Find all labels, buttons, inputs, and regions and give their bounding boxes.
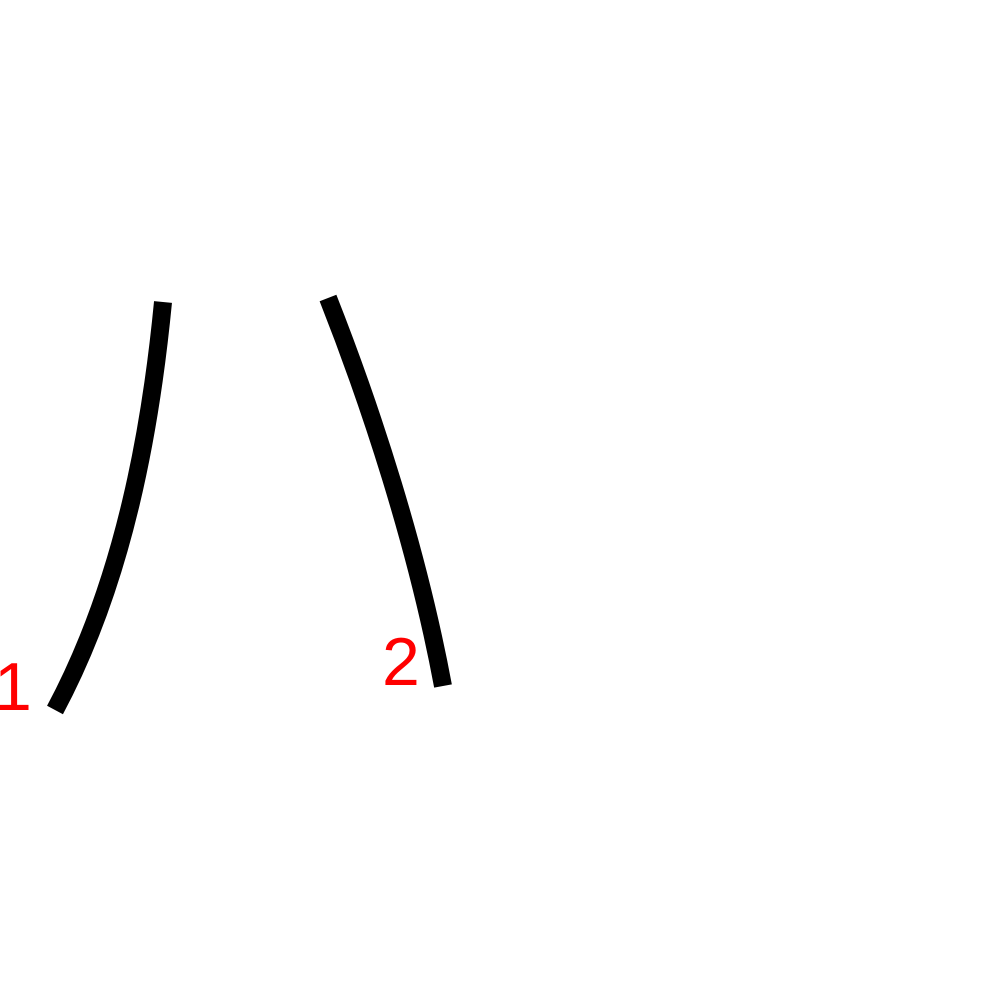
stroke-1-order-label: 1 [0,649,32,725]
stroke-2-path [319,294,452,688]
stroke-2: 2 [319,294,452,700]
stroke-1: 1 [0,301,172,725]
stroke-2-order-label: 2 [382,624,420,700]
stroke-1-path [47,301,172,715]
